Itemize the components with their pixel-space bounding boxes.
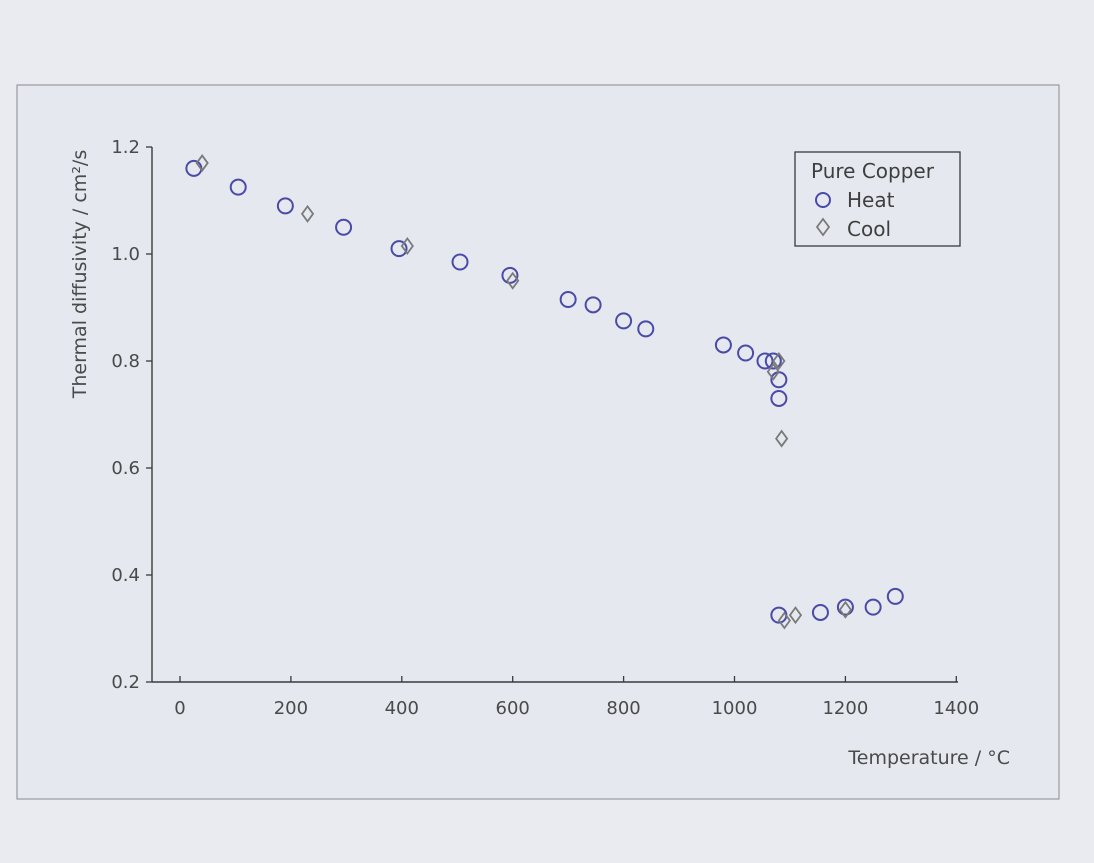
series-cool bbox=[195, 154, 853, 630]
heat-point bbox=[335, 218, 353, 236]
x-tick-label: 800 bbox=[606, 698, 640, 719]
heat-point bbox=[836, 598, 854, 616]
cool-point bbox=[195, 154, 209, 173]
heat-point bbox=[886, 587, 904, 605]
heat-point bbox=[714, 336, 732, 354]
y-tick-label: 1.2 bbox=[111, 137, 140, 158]
heat-point bbox=[864, 598, 882, 616]
legend-cool-marker bbox=[815, 217, 831, 237]
x-tick-label: 1200 bbox=[822, 698, 868, 719]
y-tick-label: 0.2 bbox=[111, 672, 140, 693]
cool-point bbox=[400, 236, 414, 255]
heat-point bbox=[637, 320, 655, 338]
heat-point bbox=[770, 389, 788, 407]
x-tick-label: 200 bbox=[274, 698, 308, 719]
heat-point bbox=[451, 253, 469, 271]
heat-point bbox=[501, 266, 519, 284]
legend-heat-label: Heat bbox=[847, 188, 895, 212]
heat-point bbox=[276, 197, 294, 215]
heat-point bbox=[764, 352, 782, 370]
legend: Pure Copper Heat Cool bbox=[794, 151, 961, 247]
legend-title: Pure Copper bbox=[811, 159, 935, 183]
x-tick-label: 0 bbox=[174, 698, 185, 719]
cool-point bbox=[777, 611, 792, 630]
cool-point bbox=[772, 351, 786, 371]
cool-point bbox=[506, 271, 520, 290]
legend-cool-label: Cool bbox=[847, 217, 891, 241]
y-tick-label: 0.6 bbox=[111, 458, 140, 479]
heat-point bbox=[737, 344, 755, 362]
y-axis-title: Thermal diffusivity / cm²/s bbox=[69, 150, 91, 400]
x-axis-title: Temperature / °C bbox=[847, 747, 1010, 769]
heat-point bbox=[559, 290, 577, 308]
y-axis-ticks: 0.2 0.4 0.6 0.8 1.0 1.2 bbox=[111, 137, 152, 693]
y-tick-label: 1.0 bbox=[111, 244, 140, 265]
y-tick-label: 0.4 bbox=[111, 565, 140, 586]
cool-point bbox=[766, 362, 780, 381]
x-tick-label: 1400 bbox=[933, 698, 979, 719]
x-tick-label: 400 bbox=[385, 698, 419, 719]
legend-heat-marker bbox=[815, 192, 831, 208]
heat-point bbox=[811, 603, 829, 621]
heat-point bbox=[229, 178, 247, 196]
x-axis-ticks: 0 200 400 600 800 1000 1200 1400 bbox=[174, 676, 979, 719]
cool-point bbox=[788, 606, 803, 625]
heat-point bbox=[390, 240, 408, 258]
legend-box bbox=[794, 151, 961, 247]
cool-point bbox=[775, 429, 789, 448]
y-tick-label: 0.8 bbox=[111, 351, 140, 372]
x-tick-label: 1000 bbox=[712, 698, 758, 719]
cool-point bbox=[300, 204, 315, 223]
heat-point bbox=[584, 296, 602, 314]
heat-point bbox=[615, 312, 633, 330]
cool-point bbox=[838, 600, 853, 619]
x-tick-label: 600 bbox=[496, 698, 530, 719]
